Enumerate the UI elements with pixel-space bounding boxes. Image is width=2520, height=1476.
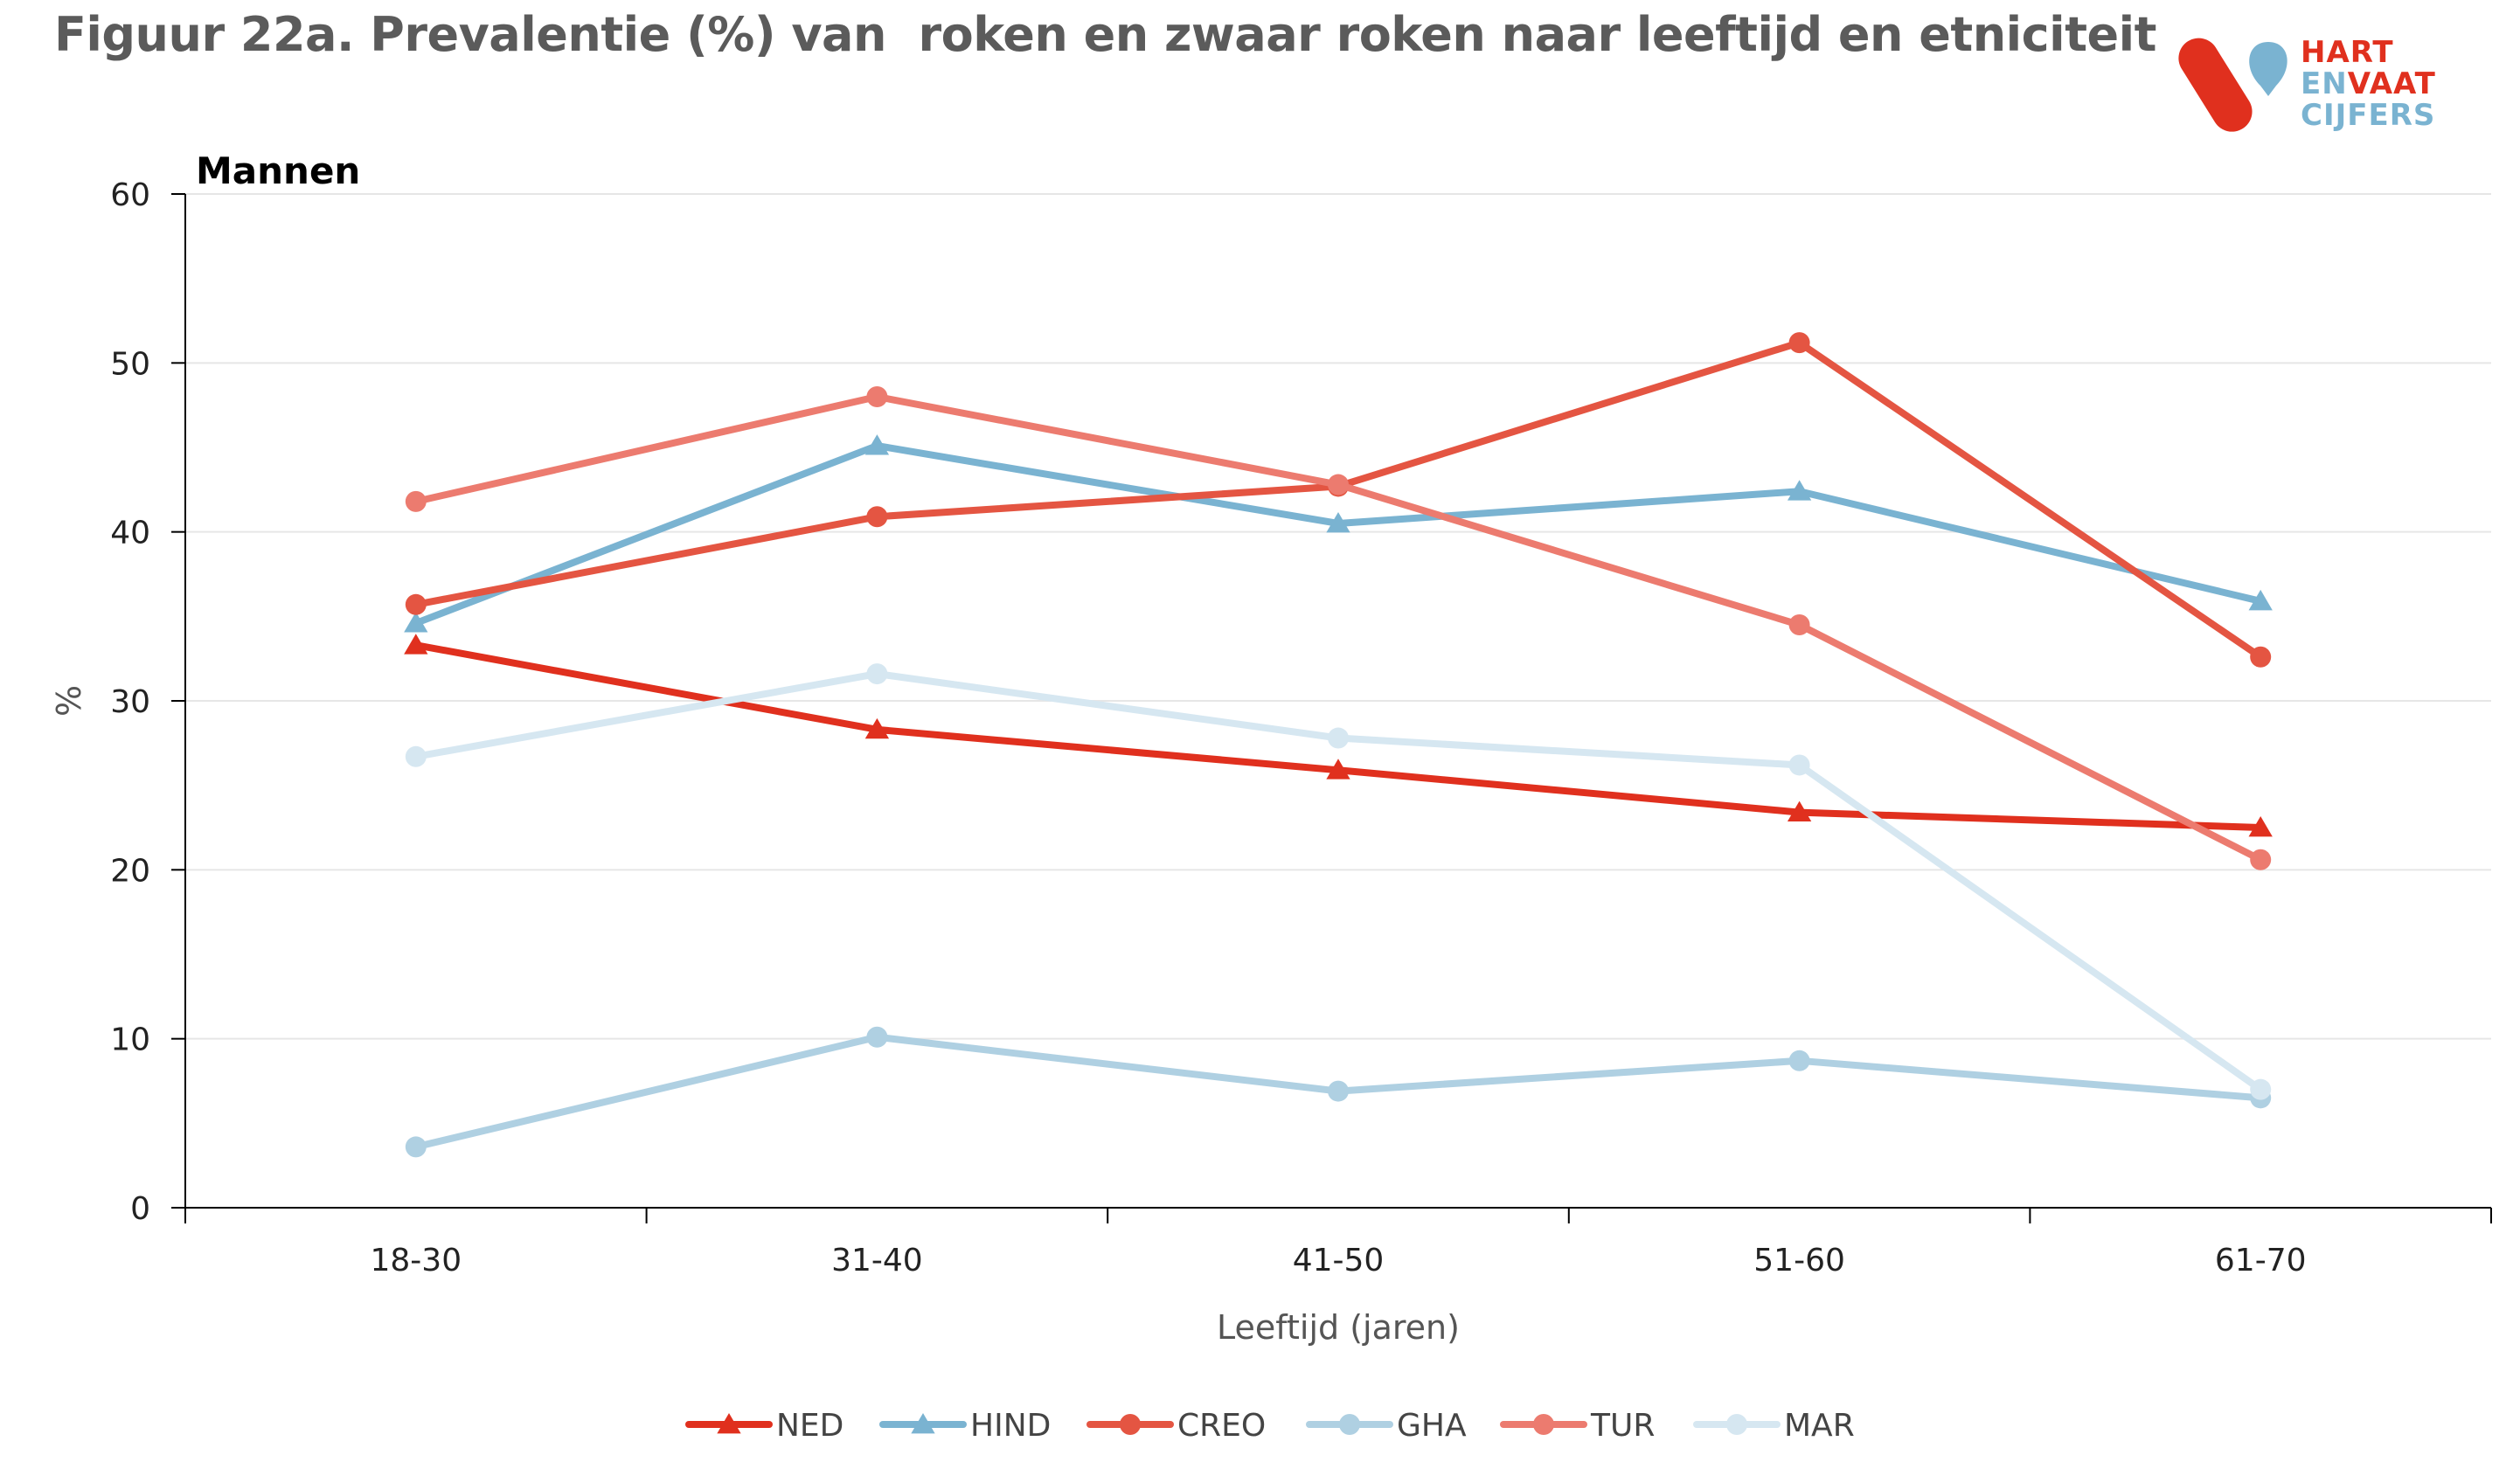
- legend-item-gha: GHA: [1306, 1408, 1467, 1444]
- legend-marker: [911, 1413, 935, 1434]
- data-point-ned: [864, 717, 890, 739]
- logo-line-2b: VAAT: [2347, 66, 2436, 101]
- data-point-creo: [405, 593, 427, 615]
- data-point-hind: [404, 612, 428, 633]
- data-point-hind: [1787, 480, 1812, 501]
- legend-marker: [1339, 1414, 1360, 1435]
- x-tick-label: 31-40: [831, 1243, 923, 1279]
- x-tick-label: 41-50: [1293, 1243, 1385, 1279]
- data-point-tur: [405, 490, 427, 512]
- data-point-creo: [2250, 646, 2272, 668]
- legend-label: HIND: [970, 1408, 1051, 1444]
- y-tick-label: 50: [110, 346, 150, 382]
- heart-logo-icon: [2178, 38, 2287, 132]
- legend-item-creo: CREO: [1086, 1408, 1266, 1444]
- data-point-mar: [2250, 1078, 2272, 1100]
- y-tick-label: 40: [110, 516, 150, 551]
- legend-label: TUR: [1590, 1408, 1655, 1444]
- data-point-tur: [2250, 849, 2272, 870]
- legend-label: CREO: [1177, 1408, 1266, 1444]
- y-tick-label: 10: [110, 1022, 150, 1058]
- x-tick-label: 61-70: [2215, 1243, 2307, 1279]
- legend-marker: [1726, 1414, 1747, 1435]
- x-tick-label: 18-30: [370, 1243, 462, 1279]
- data-point-mar: [405, 745, 427, 767]
- data-point-hind: [864, 434, 890, 455]
- legend-label: GHA: [1397, 1408, 1467, 1444]
- data-point-tur: [866, 386, 888, 407]
- logo-line-1: HART: [2301, 35, 2394, 70]
- series-gha: [405, 1026, 2272, 1158]
- data-point-hind: [1326, 512, 1350, 533]
- data-point-gha: [1788, 1050, 1810, 1071]
- data-point-hind: [2248, 589, 2273, 611]
- panel-label: Mannen: [196, 149, 360, 192]
- gridlines: [185, 193, 2491, 1040]
- y-tick-label: 0: [130, 1191, 150, 1227]
- data-point-tur: [1788, 614, 1810, 635]
- legend-marker: [717, 1413, 741, 1434]
- data-point-creo: [866, 506, 888, 528]
- series-hind: [404, 434, 2273, 633]
- x-axis-title: Leeftijd (jaren): [1217, 1308, 1460, 1347]
- data-point-mar: [866, 663, 888, 685]
- data-point-mar: [1788, 754, 1810, 776]
- y-tick-label: 20: [110, 853, 150, 889]
- legend-item-ned: NED: [685, 1408, 843, 1444]
- legend: NED HIND CREO GHA TUR MAR: [685, 1408, 1855, 1444]
- data-point-ned: [1787, 800, 1812, 821]
- data-point-gha: [866, 1026, 888, 1048]
- legend-item-mar: MAR: [1693, 1408, 1855, 1444]
- data-point-mar: [1328, 727, 1349, 749]
- data-point-tur: [1328, 474, 1349, 495]
- legend-item-tur: TUR: [1500, 1408, 1655, 1444]
- axes: [171, 193, 2492, 1223]
- series-lines: [404, 332, 2273, 1158]
- y-tick-label: 30: [110, 684, 150, 720]
- series-mar: [405, 663, 2272, 1100]
- data-point-ned: [404, 634, 428, 655]
- data-point-creo: [1788, 332, 1810, 354]
- legend-item-hind: HIND: [879, 1408, 1051, 1444]
- legend-marker: [1120, 1414, 1141, 1435]
- data-point-ned: [1326, 759, 1350, 780]
- data-point-ned: [2248, 816, 2273, 837]
- logo-line-2: ENVAAT: [2301, 68, 2436, 100]
- series-tur: [405, 386, 2272, 870]
- legend-label: MAR: [1784, 1408, 1855, 1444]
- data-point-gha: [1328, 1080, 1349, 1102]
- series-creo: [405, 332, 2272, 668]
- series-line-creo: [412, 339, 2265, 661]
- data-point-gha: [405, 1136, 427, 1158]
- logo-line-2a: EN: [2301, 66, 2348, 101]
- chart-title: Figuur 22a. Prevalentie (%) van roken en…: [54, 7, 2156, 62]
- legend-marker: [1533, 1414, 1554, 1435]
- y-tick-label: 60: [110, 177, 150, 213]
- logo-line-3: CIJFERS: [2301, 98, 2436, 133]
- x-tick-label: 51-60: [1753, 1243, 1845, 1279]
- axis-labels: 0 10 20 30 40 50 60 18-30 31-40 41-50 51-60 61-70 Le…: [50, 149, 2307, 1347]
- legend-label: NED: [776, 1408, 843, 1444]
- y-axis-title: %: [50, 685, 88, 717]
